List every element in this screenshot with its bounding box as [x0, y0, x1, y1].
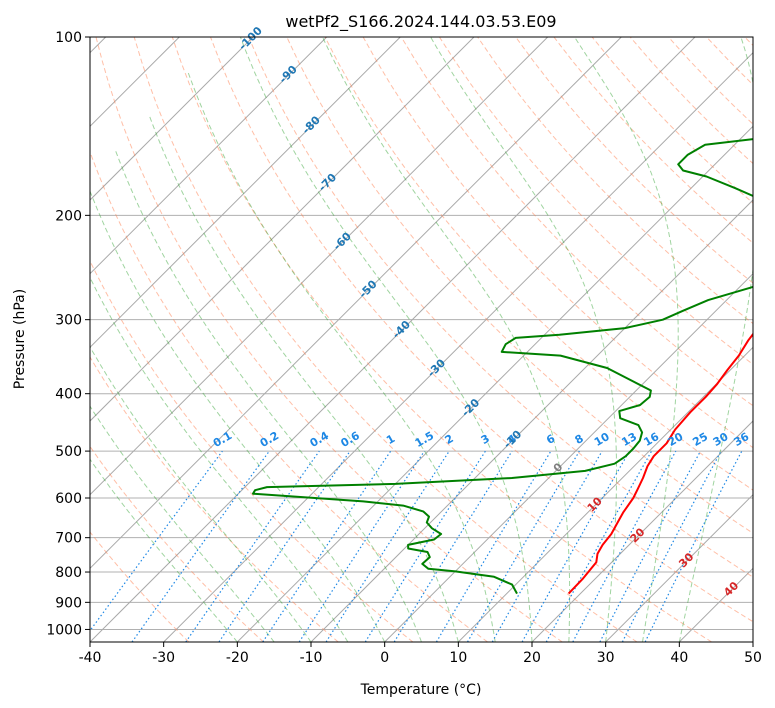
isotherm-line — [90, 37, 622, 570]
isotherm-line — [384, 272, 753, 642]
isotherm-line — [90, 37, 254, 201]
dry-adiabat-line — [324, 37, 753, 491]
isotherm-line — [236, 125, 753, 642]
plot-frame — [89, 36, 754, 643]
isotherm-line — [90, 37, 475, 422]
mixing-ratio-line — [545, 450, 653, 642]
moist-adiabat-line — [90, 189, 386, 642]
dry-adiabat-line — [90, 356, 339, 642]
x-tick-label: 30 — [597, 650, 615, 666]
mixing-ratio-line — [644, 450, 743, 642]
x-tick-label: 40 — [670, 650, 688, 666]
dry-adiabat-line — [90, 259, 414, 642]
mixing-ratio-line — [218, 450, 351, 642]
dry-adiabat-line — [515, 37, 753, 284]
y-tick-label: 500 — [55, 444, 82, 460]
x-tick-label: 50 — [744, 650, 762, 666]
dry-adiabat-line — [95, 37, 563, 642]
dry-adiabat-line — [171, 37, 712, 642]
y-axis-title: Pressure (hPa) — [12, 289, 28, 389]
moist-adiabat-line — [187, 72, 496, 642]
x-axis-title: Temperature (°C) — [360, 682, 482, 698]
y-tick-label: 800 — [55, 565, 82, 581]
y-tick-label: 700 — [55, 531, 82, 547]
isotherm-line — [90, 37, 401, 349]
dry-adiabat-line — [248, 37, 753, 578]
isotherm-line — [457, 346, 753, 642]
moist-adiabat-line — [90, 345, 312, 642]
isotherm-line — [163, 51, 753, 642]
moist-adiabat-line — [430, 37, 617, 642]
mixing-ratio-line — [572, 450, 677, 642]
y-tick-label: 600 — [55, 491, 82, 507]
moist-adiabat-line — [148, 114, 459, 642]
y-tick-label: 900 — [55, 595, 82, 611]
background-lines — [90, 37, 753, 642]
moist-adiabat-line — [239, 37, 533, 642]
x-tick-label: -10 — [300, 650, 323, 666]
temperature-line — [567, 332, 753, 595]
mixing-ratio-line — [131, 450, 270, 642]
x-tick-label: 0 — [380, 650, 389, 666]
dry-adiabat-line — [90, 445, 264, 642]
mixing-ratio-line — [90, 450, 223, 632]
isotherm-line — [605, 493, 753, 642]
x-tick-label: 20 — [523, 650, 541, 666]
isotherm-line — [531, 420, 753, 642]
dry-adiabat-line — [90, 150, 488, 642]
isotherm-line — [90, 37, 328, 275]
dry-adiabat-line — [438, 37, 753, 366]
y-tick-label: 1000 — [46, 622, 82, 638]
moist-adiabat-line — [114, 149, 422, 642]
y-tick-label: 200 — [55, 208, 82, 224]
mixing-ratio-line — [185, 450, 320, 642]
dry-adiabat-line — [210, 37, 753, 623]
moist-adiabat-line — [322, 37, 571, 642]
x-tick-label: -20 — [226, 650, 249, 666]
y-tick-label: 300 — [55, 313, 82, 329]
profile-lines — [252, 138, 753, 595]
mixing-ratio-line — [298, 450, 425, 642]
axes: -40 -30 -20 -10 0 10 20 30 40 50 100 200 300 400 500 60… — [46, 30, 762, 666]
mixing-ratio-line — [393, 450, 513, 642]
x-tick-label: 10 — [449, 650, 467, 666]
isotherm-line — [90, 37, 696, 642]
y-tick-label: 100 — [55, 30, 82, 46]
mixing-ratio-line — [325, 450, 450, 642]
mixing-ratio-line — [262, 450, 392, 642]
moist-adiabat-line — [678, 37, 753, 642]
dry-adiabat-line — [400, 37, 753, 407]
y-tick-label: 400 — [55, 387, 82, 403]
chart-title: wetPf2_S166.2024.144.03.53.E09 — [285, 12, 556, 32]
dry-adiabat-line — [90, 531, 190, 642]
dry-adiabat-line — [133, 37, 638, 642]
isotherm-line — [90, 37, 549, 496]
moist-adiabat-line — [90, 276, 349, 642]
isotherm-line — [752, 641, 753, 642]
moist-adiabat-line — [90, 458, 238, 642]
mixing-ratio-line — [521, 450, 631, 642]
x-tick-label: -30 — [152, 650, 175, 666]
moist-adiabat-line — [574, 37, 679, 642]
x-tick-label: -40 — [79, 650, 102, 666]
dewpoint-line — [252, 138, 753, 595]
